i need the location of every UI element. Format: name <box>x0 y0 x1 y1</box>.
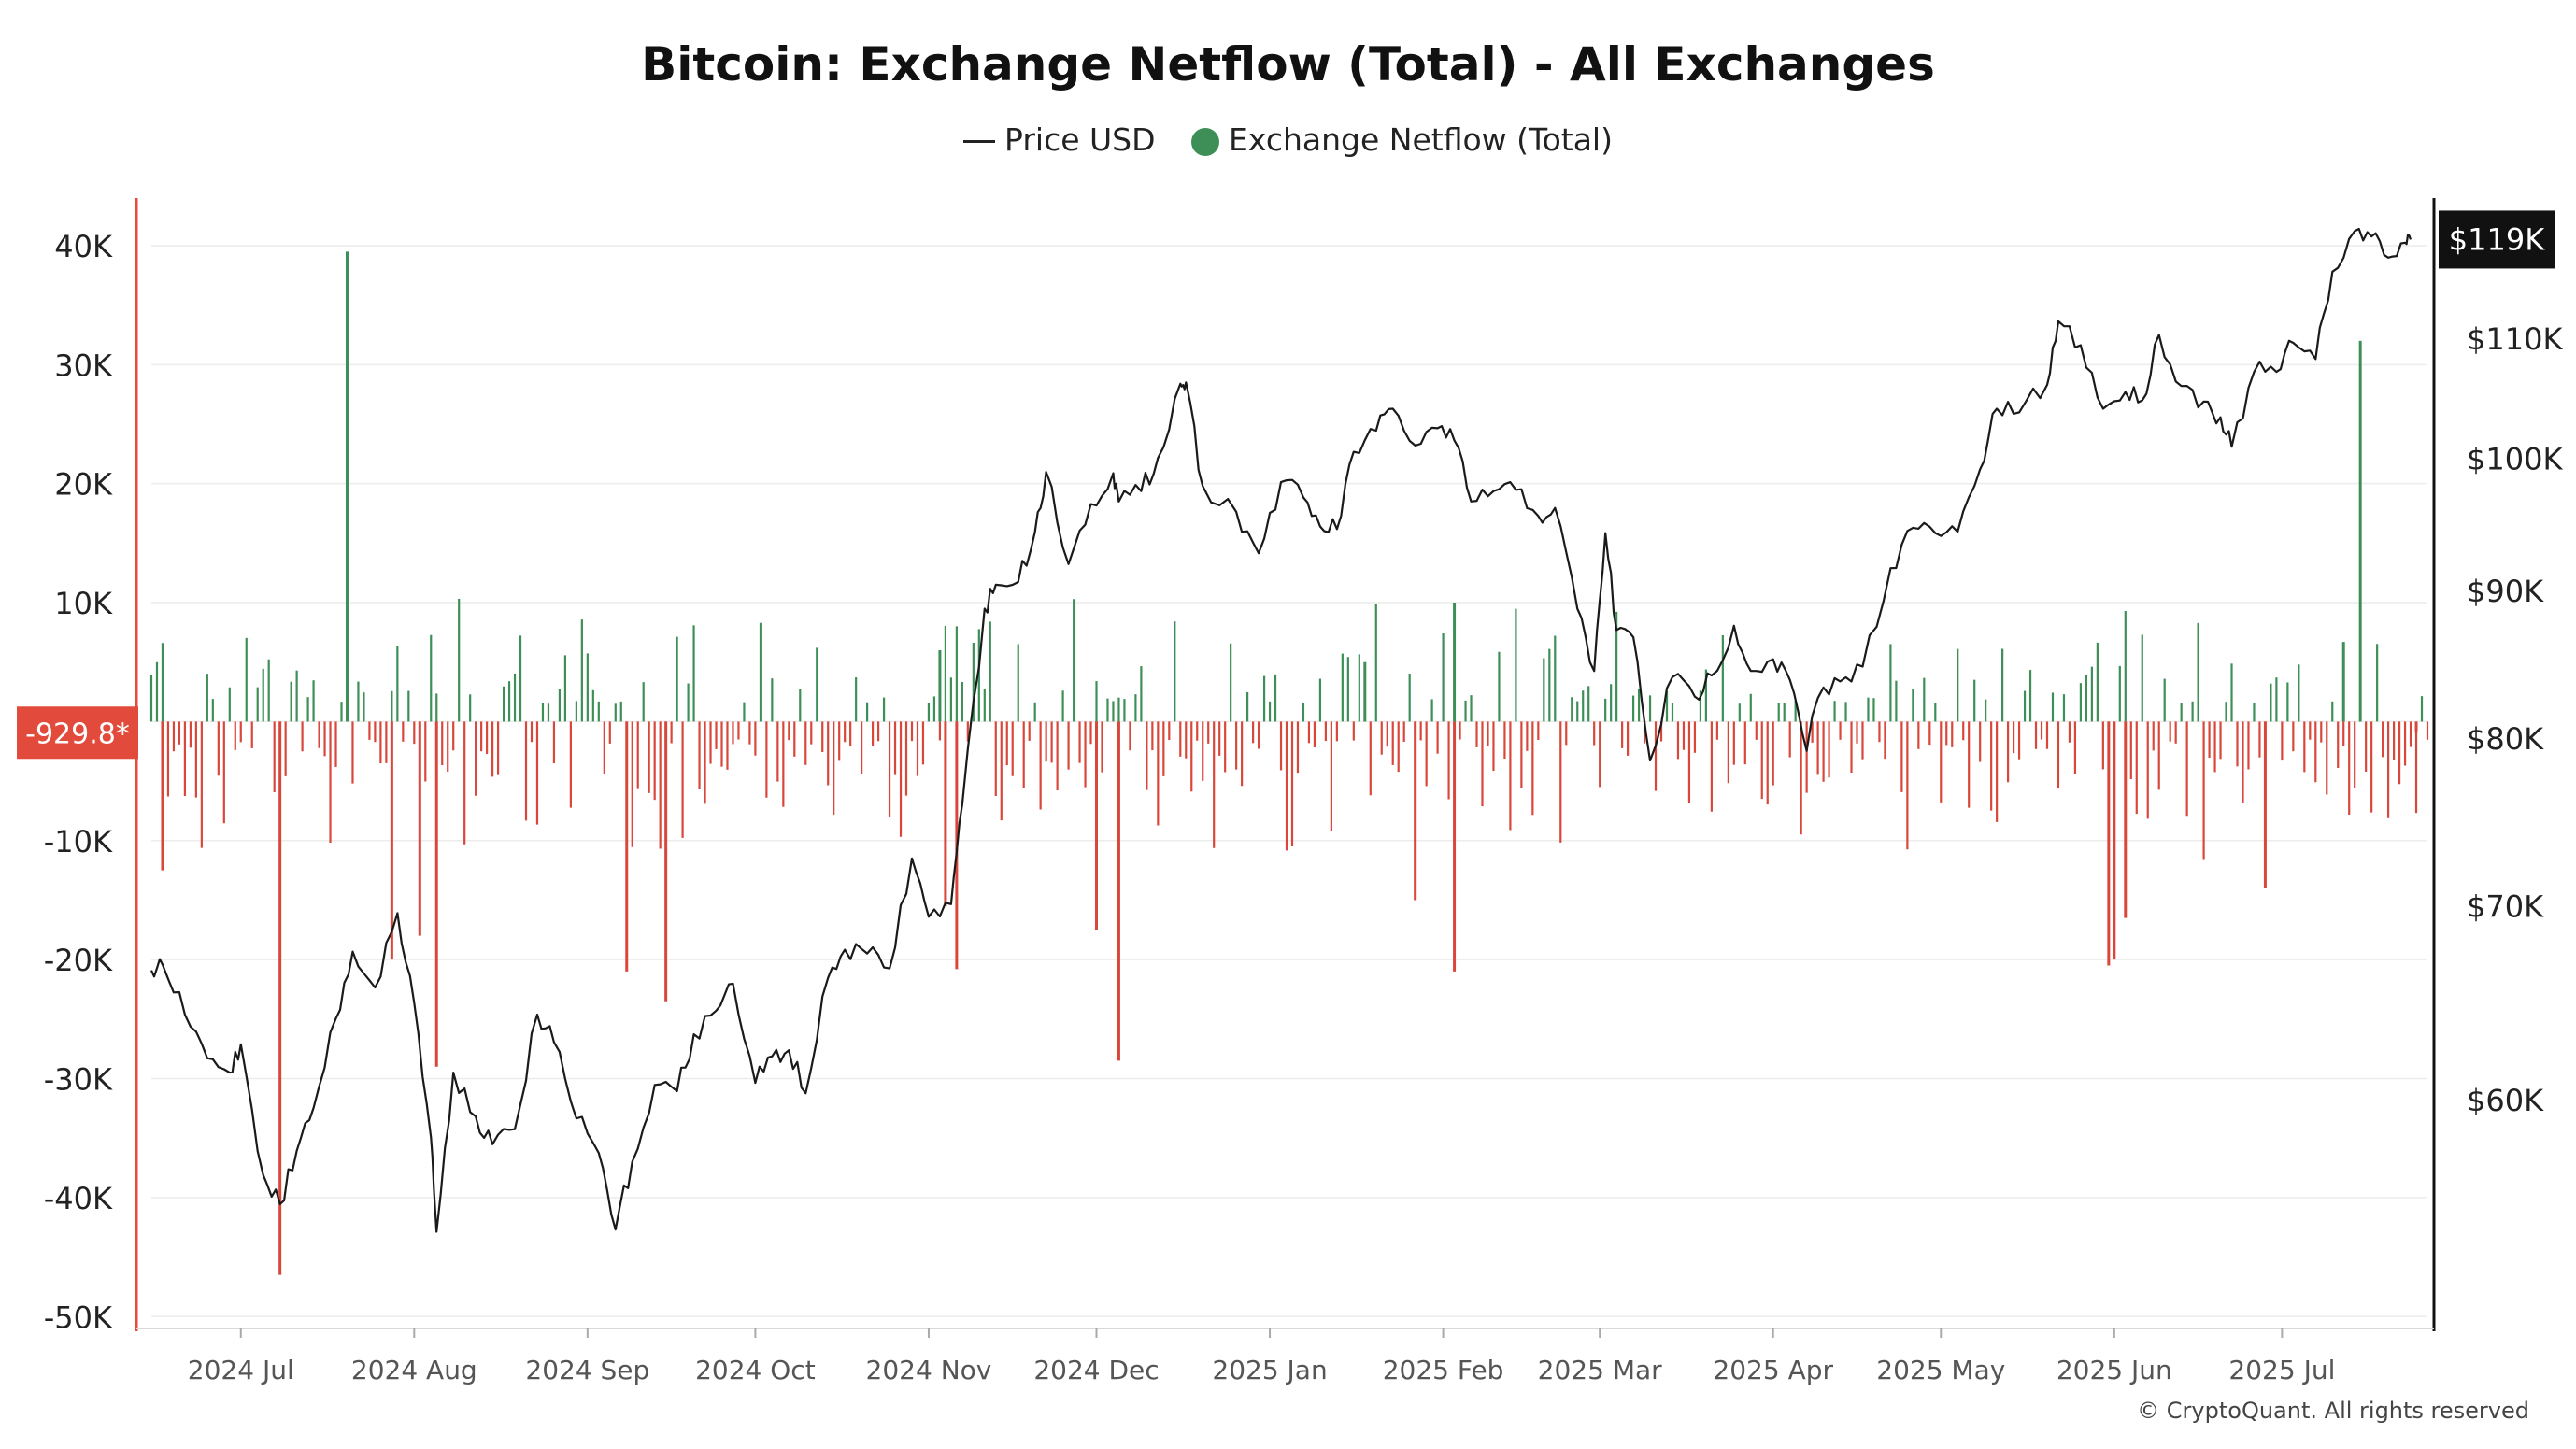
copyright-notice: © CryptoQuant. All rights reserved <box>2137 1398 2529 1424</box>
price-line <box>149 227 2412 1233</box>
left-tick-label: 40K <box>54 229 113 264</box>
legend-line-swatch <box>963 140 996 143</box>
left-tick-label: 30K <box>54 348 113 383</box>
right-tick-label: $60K <box>2467 1083 2544 1118</box>
x-tick-label: 2025 May <box>1876 1355 2005 1385</box>
current-netflow-label: -929.8* <box>25 717 130 750</box>
x-tick-label: 2024 Sep <box>525 1355 649 1385</box>
left-tick-label: -40K <box>44 1181 113 1216</box>
x-tick-label: 2024 Nov <box>866 1355 992 1385</box>
legend-item-price[interactable]: Price USD <box>963 121 1156 158</box>
price-line-path <box>149 227 2412 1233</box>
left-tick-label: -50K <box>44 1300 113 1335</box>
chart-title: Bitcoin: Exchange Netflow (Total) - All … <box>641 37 1935 92</box>
x-tick-label: 2025 Feb <box>1383 1355 1504 1385</box>
legend-dot-swatch <box>1191 127 1220 156</box>
chart-legend: Price USD Exchange Netflow (Total) <box>0 120 2576 158</box>
x-tick-label: 2025 Jul <box>2228 1355 2335 1385</box>
right-tick-label: $70K <box>2467 889 2544 925</box>
right-tick-label: $90K <box>2467 574 2544 609</box>
x-tick-label: 2025 Mar <box>1538 1355 1662 1385</box>
legend-item-netflow[interactable]: Exchange Netflow (Total) <box>1191 121 1613 158</box>
x-tick-label: 2025 Jun <box>2057 1355 2172 1385</box>
left-tick-label: 20K <box>54 467 113 503</box>
legend-label-netflow: Exchange Netflow (Total) <box>1229 121 1613 158</box>
axis-labels: 40K 30K 20K 10K -10K -20K -30K -40K -50K 2024 Jul… <box>17 210 2563 1385</box>
left-tick-label: -10K <box>44 824 113 859</box>
right-tick-label: $110K <box>2467 321 2563 357</box>
current-netflow-badge <box>17 706 138 760</box>
current-price-badge <box>2439 210 2555 269</box>
x-tick-label: 2024 Aug <box>351 1355 477 1385</box>
left-tick-label: -30K <box>44 1062 113 1098</box>
x-tick-label: 2024 Jul <box>188 1355 294 1385</box>
x-tick-label: 2024 Dec <box>1033 1355 1159 1385</box>
left-tick-label: -20K <box>44 943 113 978</box>
gridlines <box>151 245 2427 1318</box>
x-tick-label: 2024 Oct <box>695 1355 816 1385</box>
axes <box>135 198 2436 1338</box>
x-tick-label: 2025 Apr <box>1713 1355 1833 1385</box>
right-tick-label: $100K <box>2467 441 2563 476</box>
legend-label-price: Price USD <box>1004 121 1156 158</box>
netflow-bars <box>149 251 2429 1275</box>
x-tick-label: 2025 Jan <box>1212 1355 1327 1385</box>
right-tick-label: $80K <box>2467 721 2544 757</box>
left-tick-label: 10K <box>54 586 113 621</box>
current-price-label: $119K <box>2449 221 2545 257</box>
